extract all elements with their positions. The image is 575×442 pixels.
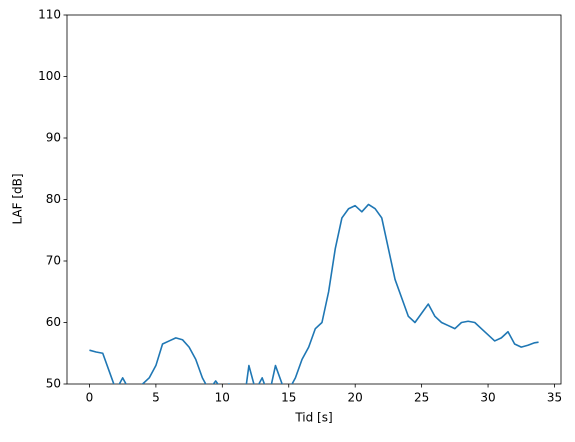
data-line	[89, 203, 539, 384]
x-axis-label: Tid [s]	[294, 411, 332, 425]
x-tick-label: 35	[547, 391, 562, 405]
y-tick-label: 70	[46, 254, 61, 268]
plot-frame	[66, 14, 562, 385]
x-tick-label: 5	[152, 391, 160, 405]
y-tick-label: 80	[46, 192, 61, 206]
x-tick-label: 30	[480, 391, 495, 405]
y-tick-label: 60	[46, 315, 61, 329]
x-tick-label: 25	[414, 391, 429, 405]
x-tick-label: 20	[348, 391, 363, 405]
y-tick-label: 100	[38, 69, 61, 83]
y-axis-label: LAF [dB]	[11, 173, 25, 224]
x-tick-label: 0	[86, 391, 94, 405]
y-tick-label: 50	[46, 377, 61, 391]
x-tick-label: 10	[215, 391, 230, 405]
x-tick-label: 15	[281, 391, 296, 405]
y-tick-label: 110	[38, 8, 61, 22]
y-tick-label: 90	[46, 131, 61, 145]
